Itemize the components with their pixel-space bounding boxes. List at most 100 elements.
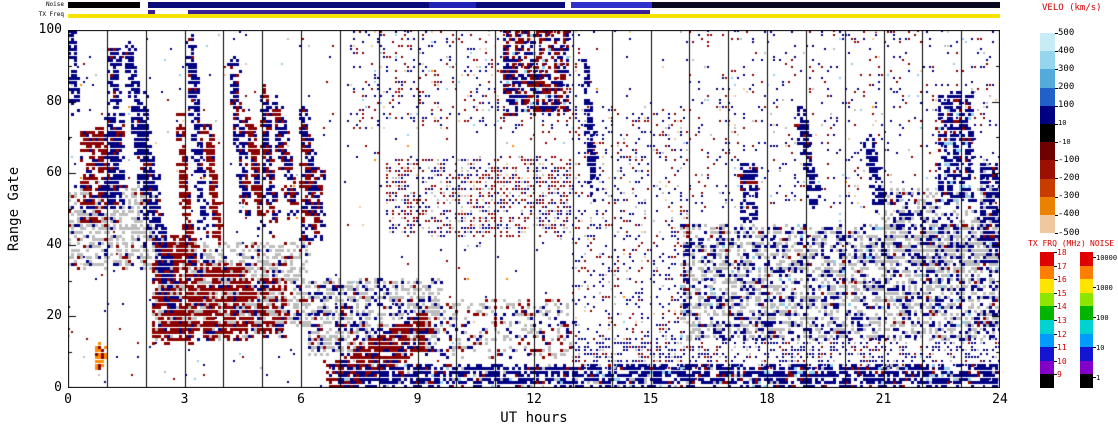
colorbar-tick-mark bbox=[1093, 377, 1096, 379]
x-tick-label: 3 bbox=[180, 392, 189, 407]
colorbar-segment bbox=[1040, 252, 1054, 266]
txfrq-colorbar bbox=[1040, 252, 1054, 388]
colorbar-tick-label: 100 bbox=[1058, 100, 1075, 111]
colorbar-segment bbox=[1080, 360, 1093, 375]
colorbar-segment bbox=[1080, 347, 1093, 361]
colorbar-tick-mark bbox=[1054, 333, 1057, 335]
colorbar-tick-mark bbox=[1093, 317, 1096, 319]
colorbar-tick-label: -300 bbox=[1058, 191, 1080, 202]
colorbar-tick-mark bbox=[1055, 214, 1058, 216]
x-tick-label: 12 bbox=[526, 392, 542, 407]
txfrq-colorbar-title: TX FRQ (MHz) bbox=[1028, 239, 1086, 248]
colorbar-tick-mark bbox=[1054, 292, 1057, 294]
colorbar-segment bbox=[1040, 214, 1055, 234]
txfreq-strip bbox=[68, 10, 1000, 18]
noise-colorbar bbox=[1080, 252, 1093, 388]
colorbar-tick-mark bbox=[1055, 123, 1058, 125]
strip-segment bbox=[429, 2, 476, 8]
colorbar-tick-mark bbox=[1055, 51, 1058, 53]
colorbar-segment bbox=[1040, 123, 1055, 143]
colorbar-tick-label: -400 bbox=[1058, 209, 1080, 220]
strip-segment bbox=[652, 2, 1000, 8]
y-tick-label: 0 bbox=[54, 380, 62, 395]
colorbar-segment bbox=[1040, 347, 1054, 361]
colorbar-tick-mark bbox=[1055, 178, 1058, 180]
colorbar-segment bbox=[1040, 196, 1055, 215]
colorbar-tick-mark bbox=[1054, 306, 1057, 308]
colorbar-tick-label: -10 bbox=[1058, 137, 1071, 146]
colorbar-tick-mark bbox=[1055, 87, 1058, 89]
colorbar-tick-mark bbox=[1055, 33, 1058, 34]
colorbar-segment bbox=[1040, 374, 1054, 388]
x-tick-label: 18 bbox=[759, 392, 775, 407]
colorbar-segment bbox=[1080, 292, 1093, 307]
colorbar-tick-label: -200 bbox=[1058, 172, 1080, 183]
y-tick-label: 20 bbox=[46, 308, 62, 324]
colorbar-segment bbox=[1080, 306, 1093, 320]
colorbar-tick-mark bbox=[1093, 347, 1096, 349]
colorbar-tick-label: -500 bbox=[1058, 227, 1080, 238]
x-axis-label: UT hours bbox=[500, 410, 568, 426]
colorbar-segment bbox=[1080, 252, 1093, 266]
colorbar-segment bbox=[1040, 360, 1054, 375]
strip-segment bbox=[475, 2, 566, 8]
colorbar-segment bbox=[1040, 319, 1054, 334]
colorbar-segment bbox=[1040, 33, 1055, 52]
colorbar-segment bbox=[1040, 142, 1055, 161]
colorbar-segment bbox=[1040, 87, 1055, 106]
y-axis-label: Range Gate bbox=[6, 166, 22, 252]
colorbar-segment bbox=[1040, 178, 1055, 197]
colorbar-tick-mark bbox=[1054, 374, 1057, 376]
colorbar-tick-label: 18 bbox=[1057, 248, 1067, 257]
colorbar-tick-label: 500 bbox=[1058, 27, 1075, 38]
colorbar-tick-label: 10 bbox=[1096, 343, 1105, 352]
colorbar-segment bbox=[1040, 160, 1055, 179]
colorbar-tick-mark bbox=[1055, 196, 1058, 198]
x-tick-label: 9 bbox=[413, 392, 422, 407]
colorbar-tick-label: 10 bbox=[1057, 356, 1067, 366]
colorbar-segment bbox=[1040, 333, 1054, 348]
colorbar-tick-label: 1000 bbox=[1096, 283, 1113, 292]
colorbar-tick-mark bbox=[1054, 279, 1057, 281]
txfreq-strip-label: TX Freq bbox=[38, 11, 64, 18]
colorbar-tick-label: 16 bbox=[1057, 275, 1067, 285]
colorbar-tick-mark bbox=[1055, 160, 1058, 162]
x-tick-label: 6 bbox=[297, 392, 305, 407]
colorbar-segment bbox=[1040, 51, 1055, 70]
strip-segment bbox=[147, 2, 430, 8]
colorbar-segment bbox=[1080, 279, 1093, 293]
colorbar-tick-label: 10000 bbox=[1096, 253, 1118, 262]
noise-strip-label: Noise bbox=[45, 1, 64, 8]
colorbar-segment bbox=[1080, 374, 1093, 388]
noise-strip bbox=[68, 2, 1000, 8]
colorbar-tick-label: 200 bbox=[1058, 82, 1075, 93]
colorbar-tick-mark bbox=[1054, 265, 1057, 267]
colorbar-tick-label: 1 bbox=[1096, 373, 1101, 382]
colorbar-tick-label: -100 bbox=[1058, 154, 1080, 165]
strip-segment bbox=[570, 2, 653, 8]
colorbar-tick-label: 17 bbox=[1057, 261, 1067, 271]
y-tick-label: 40 bbox=[46, 236, 62, 252]
rti-plot-canvas bbox=[68, 30, 1000, 388]
colorbar-tick-mark bbox=[1055, 105, 1058, 107]
colorbar-segment bbox=[1080, 265, 1093, 280]
colorbar-segment bbox=[1040, 105, 1055, 124]
colorbar-tick-label: 13 bbox=[1057, 316, 1067, 325]
velo-colorbar bbox=[1040, 33, 1055, 234]
colorbar-tick-mark bbox=[1093, 287, 1096, 289]
colorbar-segment bbox=[1040, 265, 1054, 280]
y-tick-label: 60 bbox=[46, 165, 62, 181]
colorbar-tick-mark bbox=[1054, 347, 1057, 349]
colorbar-tick-label: 14 bbox=[1057, 302, 1067, 312]
colorbar-tick-mark bbox=[1054, 360, 1057, 362]
colorbar-tick-mark bbox=[1054, 252, 1057, 253]
x-tick-label: 21 bbox=[875, 392, 892, 407]
colorbar-tick-mark bbox=[1055, 69, 1058, 71]
colorbar-tick-label: 10 bbox=[1058, 119, 1067, 128]
y-tick-label: 100 bbox=[38, 22, 62, 37]
colorbar-tick-label: 100 bbox=[1096, 313, 1109, 322]
colorbar-segment bbox=[1040, 306, 1054, 320]
x-tick-label: 15 bbox=[642, 392, 659, 407]
y-tick-label: 80 bbox=[46, 93, 62, 109]
